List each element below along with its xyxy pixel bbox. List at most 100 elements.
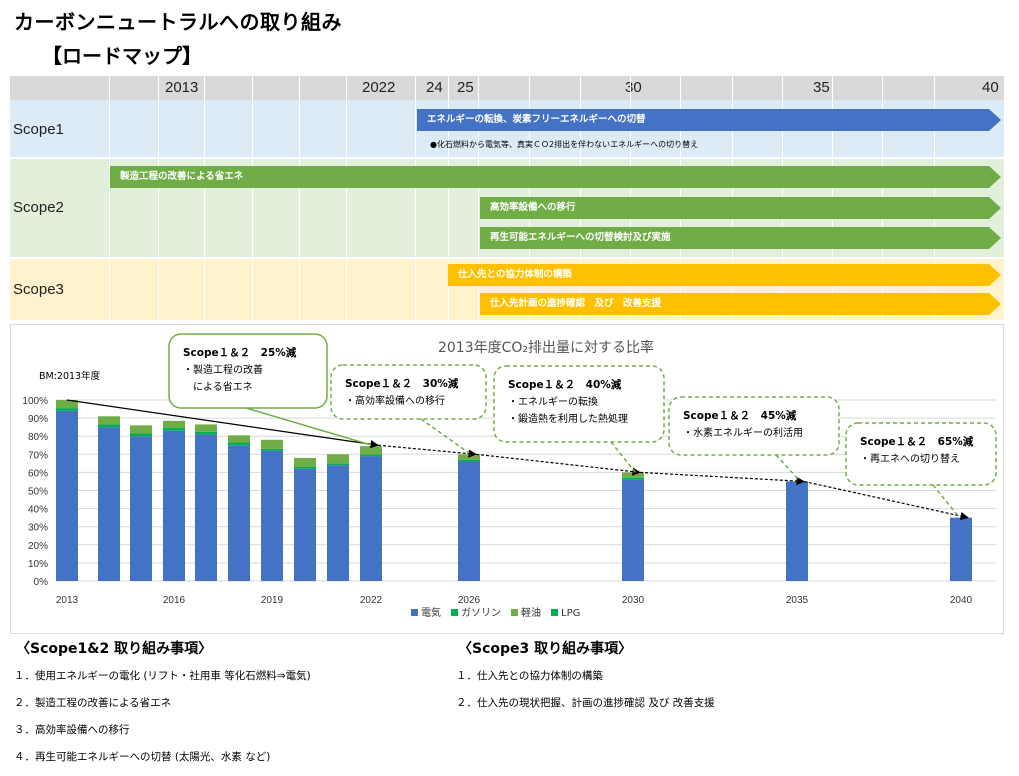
annotation-text: ・鍛造熱を利用した熱処理	[508, 412, 628, 425]
bar-ガソリン	[56, 408, 78, 411]
callout-tail	[420, 418, 470, 454]
emissions-chart: 0% 10% 20% 30% 40% 50% 60% 70% 80% 90% 100% 2013年度C…	[10, 324, 1004, 634]
roadmap-bar: 仕入先との協力体制の構築	[448, 264, 1001, 286]
annotation-text: ・エネルギーの転換	[508, 396, 598, 408]
year-label: 25	[457, 79, 474, 96]
bar-ガソリン	[195, 431, 217, 435]
y-tick-label: 40%	[28, 505, 48, 516]
annotation-text: ・高効率設備への移行	[345, 394, 445, 407]
year-label: 35	[813, 79, 830, 96]
y-tick-label: 70%	[28, 450, 48, 461]
list-item: ２．仕入先の現状把握、計画の進捗確認 及び 改善支援	[456, 697, 715, 709]
scope12-heading: 〈Scope1&2 取り組み事項〉	[16, 641, 213, 657]
bar-電気	[228, 445, 250, 581]
year-header: 2013 2022 24 25 30 35 40	[10, 76, 1004, 100]
y-tick-label: 0%	[34, 577, 49, 588]
annotation-text: による省エネ	[183, 380, 253, 393]
scope2-label: Scope2	[13, 199, 64, 216]
scope1-label: Scope1	[13, 121, 64, 138]
roadmap-bar: 製造工程の改善による省エネ	[110, 166, 1001, 188]
bar-軽油	[98, 416, 120, 425]
x-tick-label: 2026	[458, 595, 481, 606]
annotation-text: Scope１＆２ 45%減	[683, 409, 797, 422]
bar-電気	[56, 410, 78, 581]
bar-電気	[130, 436, 152, 581]
bar-軽油	[261, 439, 283, 449]
grid-line	[415, 76, 416, 320]
baseline-label: BM:2013年度	[39, 370, 101, 382]
annotation-callout	[668, 396, 840, 456]
list-item: １．仕入先との協力体制の構築	[456, 670, 603, 682]
annotation-text: ・再エネへの切り替え	[860, 452, 960, 465]
bar-ガソリン	[261, 448, 283, 451]
annotation-text: ・水素エネルギーの利活用	[683, 426, 803, 439]
bar-軽油	[360, 446, 382, 455]
bar-軽油	[458, 454, 480, 460]
trend-line	[377, 444, 477, 458]
bar-軽油	[294, 457, 316, 467]
annotation-callout	[330, 364, 487, 420]
roadmap-bar: 高効率設備への移行	[480, 197, 1001, 219]
year-label: 30	[625, 79, 642, 96]
bar-電気	[458, 461, 480, 581]
grid-line	[346, 76, 347, 320]
bar-軽油	[195, 424, 217, 432]
trend-line	[639, 471, 805, 486]
bar-軽油	[163, 420, 185, 429]
year-label: 2013	[165, 79, 199, 96]
callout-tail	[775, 454, 800, 481]
bar-電気	[98, 427, 120, 581]
bar-電気	[163, 430, 185, 581]
legend-label: LPG	[561, 608, 580, 619]
chart-svg: 0% 10% 20% 30% 40% 50% 60% 70% 80% 90% 100% 2013年度C…	[22, 333, 997, 619]
annotation-callout	[845, 422, 997, 486]
grid-line	[448, 76, 449, 320]
y-tick-label: 80%	[28, 432, 48, 443]
grid-line	[478, 76, 479, 320]
bar-電気	[195, 434, 217, 581]
y-tick-label: 90%	[28, 414, 48, 425]
bar-ガソリン	[360, 454, 382, 457]
legend-label: 軽油	[521, 606, 541, 619]
bar-軽油	[228, 435, 250, 443]
roadmap-bar: エネルギーの転換、炭素フリーエネルギーへの切替	[417, 109, 1001, 131]
x-tick-label: 2030	[622, 595, 645, 606]
x-tick-label: 2019	[261, 595, 284, 606]
annotation-text: Scope１＆２ 25%減	[183, 346, 297, 359]
annotation-text: ・製造工程の改善	[183, 363, 263, 376]
band-divider	[10, 157, 1004, 159]
bar-電気	[360, 456, 382, 581]
grid-line	[204, 76, 205, 320]
grid-line	[158, 76, 159, 320]
x-tick-label: 2035	[786, 595, 809, 606]
roadmap: 2013 2022 24 25 30 35 40 Scope1 Scope2 S…	[10, 76, 1004, 320]
band-divider	[10, 257, 1004, 259]
trend-line	[803, 480, 969, 521]
list-item: ３．高効率設備への移行	[14, 724, 130, 736]
legend-swatch	[411, 609, 418, 616]
bar-軽油	[56, 400, 78, 409]
page-title: カーボンニュートラルへの取り組み	[14, 10, 342, 34]
grid-line	[109, 76, 110, 320]
chart-title: 2013年度CO₂排出量に対する比率	[438, 339, 654, 356]
bar-ガソリン	[98, 424, 120, 428]
bar-軽油	[327, 454, 349, 464]
roadmap-note: ●化石燃料から電気等、真実ＣＯ2排出を伴わないエネルギーへの切り替え	[430, 140, 699, 149]
bar-ガソリン	[163, 428, 185, 431]
trend-line	[475, 453, 641, 476]
y-tick-label: 20%	[28, 541, 48, 552]
x-tick-label: 2040	[950, 595, 973, 606]
callout-tail	[245, 407, 372, 446]
list-item: １．使用エネルギーの電化 (リフト・社用車 等化石燃料⇒電気)	[14, 670, 311, 682]
bar-電気	[950, 517, 972, 581]
annotation-text: Scope１＆２ 40%減	[508, 378, 622, 391]
scope3-heading: 〈Scope3 取り組み事項〉	[458, 641, 633, 657]
grid-line	[299, 76, 300, 320]
bar-ガソリン	[327, 463, 349, 466]
y-tick-label: 100%	[22, 396, 48, 407]
roadmap-bar: 仕入先計画の進捗確認 及び 改善支援	[480, 293, 1001, 315]
bar-電気	[622, 479, 644, 581]
bar-ガソリン	[130, 433, 152, 437]
trend-line	[66, 399, 379, 449]
bar-軽油	[130, 425, 152, 434]
